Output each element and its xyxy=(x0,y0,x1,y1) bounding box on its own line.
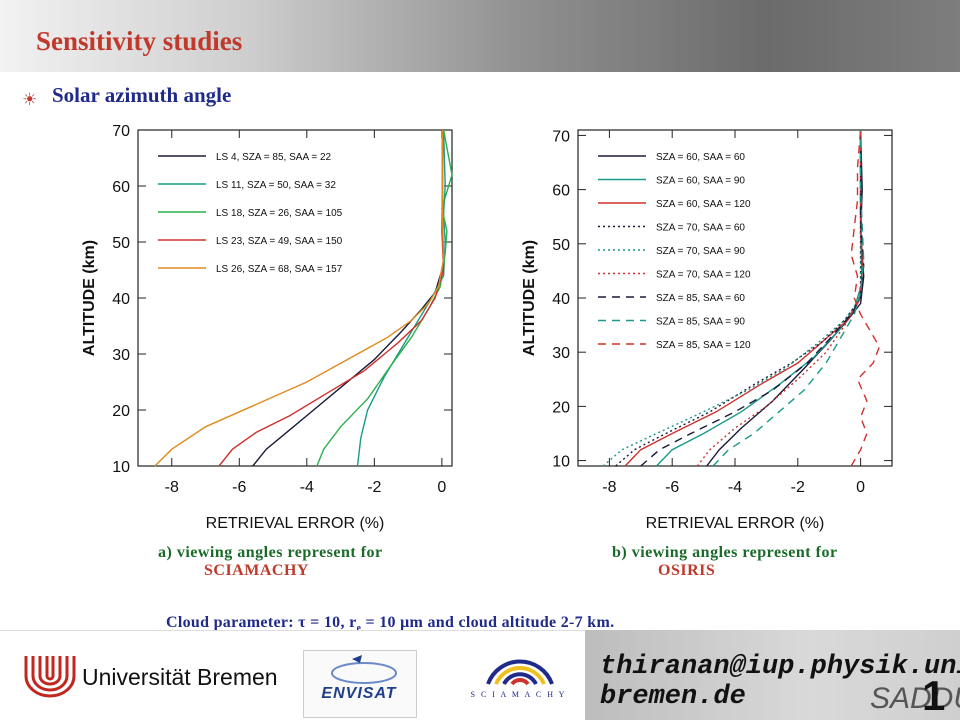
y-tick-label: 40 xyxy=(112,291,130,308)
x-axis-label: RETRIEVAL ERROR (%) xyxy=(646,515,825,532)
x-tick-label: -2 xyxy=(367,479,381,496)
sciamachy-text: S C I A M A C H Y xyxy=(470,690,567,699)
y-tick-label: 30 xyxy=(112,347,130,364)
caption-a: a) viewing angles represent for SCIAMACH… xyxy=(158,544,383,580)
series-line xyxy=(154,130,445,467)
y-axis-label: ALTITUDE (km) xyxy=(521,240,538,356)
y-tick-label: 20 xyxy=(112,403,130,420)
legend-entry: SZA = 85, SAA = 90 xyxy=(656,317,745,328)
y-tick-label: 40 xyxy=(552,291,570,308)
legend-entry: LS 26, SZA = 68, SAA = 157 xyxy=(216,264,343,275)
x-tick-label: -2 xyxy=(791,479,805,496)
cloud-text: Cloud parameter: τ = 10, r xyxy=(166,614,357,631)
y-tick-label: 70 xyxy=(112,123,130,140)
sciamachy-logo-icon xyxy=(486,659,554,686)
legend-entry: SZA = 70, SAA = 60 xyxy=(656,223,745,234)
section-subtitle: Solar azimuth angle xyxy=(52,83,232,107)
plot-frame xyxy=(137,129,453,467)
legend-entry: SZA = 85, SAA = 60 xyxy=(656,293,745,304)
x-axis-label: RETRIEVAL ERROR (%) xyxy=(206,515,385,532)
series-line xyxy=(712,130,865,467)
email-line1: thiranan@iup.physik.uni- xyxy=(600,652,960,682)
x-tick-label: -6 xyxy=(232,479,246,496)
header-bar xyxy=(0,0,960,72)
page-title: Sensitivity studies xyxy=(36,26,243,56)
legend-entry: SZA = 60, SAA = 90 xyxy=(656,176,745,187)
footer-contact-area xyxy=(585,630,960,720)
legend-entry: LS 4, SZA = 85, SAA = 22 xyxy=(216,152,332,163)
envisat-text: ENVISAT xyxy=(321,685,397,702)
legend-entry: LS 23, SZA = 49, SAA = 150 xyxy=(216,236,343,247)
legend-entry: LS 18, SZA = 26, SAA = 105 xyxy=(216,208,343,219)
x-tick-label: -6 xyxy=(665,479,679,496)
contact-email: thiranan@iup.physik.uni- bremen.de xyxy=(600,652,960,712)
series-line xyxy=(640,130,865,467)
caption-b-line1: b) viewing angles represent for xyxy=(612,544,838,561)
caption-a-instrument: SCIAMACHY xyxy=(204,562,309,579)
series-line xyxy=(850,129,881,467)
y-tick-label: 10 xyxy=(112,459,130,476)
sadd-label: SADDU xyxy=(870,682,960,715)
series-line xyxy=(218,130,445,467)
slide-number: 1 xyxy=(922,672,946,719)
chart-sciamachy: -8 -6 -4 -2 0 10 20 30 40 50 60 70 RETRIEVAL ERROR (… xyxy=(81,123,453,532)
caption-a-line1: a) viewing angles represent for xyxy=(158,544,383,561)
email-line2: bremen.de xyxy=(600,682,746,712)
cloud-parameter: Cloud parameter: τ = 10, re = 10 μm and … xyxy=(166,614,614,634)
x-tick-label: -8 xyxy=(165,479,179,496)
y-axis-label: ALTITUDE (km) xyxy=(81,240,98,356)
x-tick-label: 0 xyxy=(437,479,446,496)
series-line xyxy=(624,130,863,467)
caption-b-instrument: OSIRIS xyxy=(658,562,716,579)
y-tick-label: 10 xyxy=(552,454,570,471)
legend-entry: SZA = 60, SAA = 120 xyxy=(656,199,751,210)
chart-osiris: -8 -6 -4 -2 0 10 20 30 40 50 60 70 RETRIEVAL ERROR (… xyxy=(521,128,893,532)
legend-entry: SZA = 70, SAA = 120 xyxy=(656,270,751,281)
y-tick-label: 60 xyxy=(112,179,130,196)
y-tick-label: 70 xyxy=(552,128,570,145)
legend-entry: SZA = 70, SAA = 90 xyxy=(656,246,745,257)
y-tick-label: 60 xyxy=(552,183,570,200)
x-tick-label: -4 xyxy=(300,479,314,496)
cloud-sub: e xyxy=(356,623,362,635)
series-line xyxy=(602,130,862,467)
x-tick-label: -8 xyxy=(602,479,616,496)
caption-b: b) viewing angles represent for OSIRIS xyxy=(612,544,838,580)
y-tick-label: 50 xyxy=(552,237,570,254)
y-tick-label: 50 xyxy=(112,235,130,252)
legend-entry: LS 11, SZA = 50, SAA = 32 xyxy=(216,180,336,191)
envisat-swoosh-icon xyxy=(331,655,397,684)
legend-entry: SZA = 85, SAA = 120 xyxy=(656,340,751,351)
legend-entry: SZA = 60, SAA = 60 xyxy=(656,152,745,163)
sun-icon: ☀ xyxy=(22,90,38,109)
y-tick-label: 20 xyxy=(552,399,570,416)
cloud-text2: = 10 μm and cloud altitude 2-7 km. xyxy=(361,614,615,631)
x-tick-label: -4 xyxy=(728,479,742,496)
university-name: Universität Bremen xyxy=(82,664,278,690)
x-tick-label: 0 xyxy=(856,479,865,496)
series-line xyxy=(356,129,446,467)
envisat-logo xyxy=(303,650,417,718)
y-tick-label: 30 xyxy=(552,345,570,362)
university-logo-icon xyxy=(24,656,76,698)
